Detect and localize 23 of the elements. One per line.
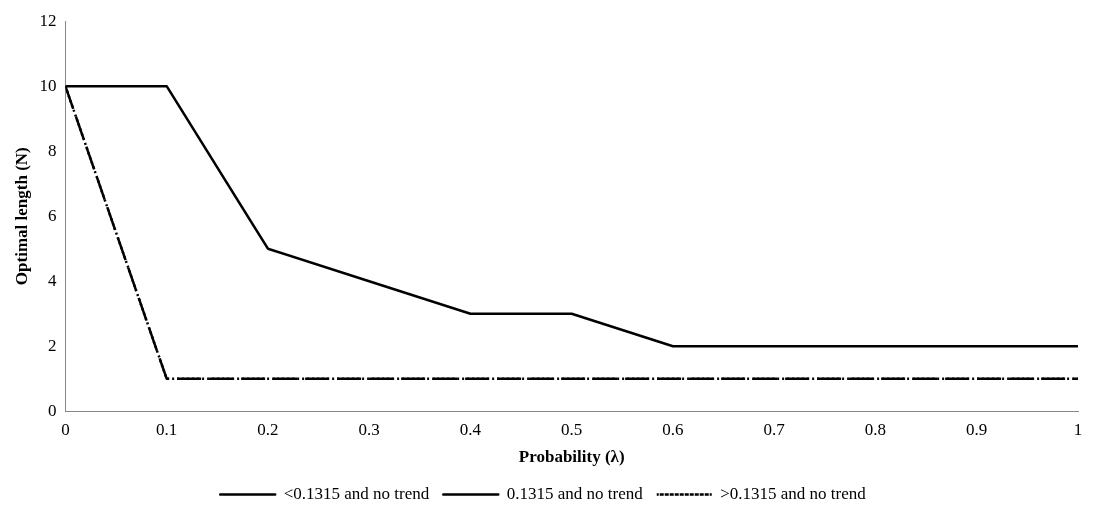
x-axis-title: Probability (λ) bbox=[518, 447, 625, 467]
x-tick-label: 1 bbox=[1073, 419, 1083, 439]
y-tick-label: 12 bbox=[39, 10, 57, 30]
y-tick-label: 8 bbox=[47, 140, 57, 160]
y-tick-label: 0 bbox=[47, 400, 57, 420]
x-tick-label: 0.7 bbox=[763, 419, 786, 439]
y-tick-label: 10 bbox=[39, 75, 57, 95]
y-tick-label: 6 bbox=[47, 205, 57, 225]
x-tick-label: 0 bbox=[61, 419, 70, 439]
x-tick-label: 0.8 bbox=[864, 419, 887, 439]
x-tick-label: 0.4 bbox=[459, 419, 482, 439]
legend-label: >0.1315 and no trend bbox=[720, 483, 867, 503]
legend-label: 0.1315 and no trend bbox=[506, 483, 644, 503]
x-tick-label: 0.2 bbox=[257, 419, 279, 439]
y-tick-label: 4 bbox=[47, 270, 57, 290]
x-tick-label: 0.6 bbox=[662, 419, 684, 439]
y-axis-title: Optimal length (N) bbox=[11, 147, 31, 286]
y-tick-label: 2 bbox=[47, 335, 57, 355]
x-tick-label: 0.3 bbox=[358, 419, 380, 439]
x-tick-label: 0.5 bbox=[561, 419, 583, 439]
x-tick-label: 0.9 bbox=[966, 419, 988, 439]
x-tick-label: 0.1 bbox=[156, 419, 178, 439]
legend-label: <0.1315 and no trend bbox=[283, 483, 430, 503]
